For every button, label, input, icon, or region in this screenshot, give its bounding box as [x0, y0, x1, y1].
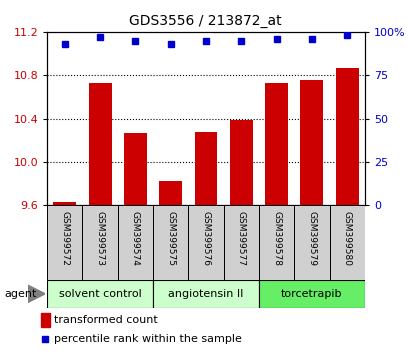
Text: percentile rank within the sample: percentile rank within the sample: [54, 334, 241, 344]
Bar: [88, 83, 111, 205]
Bar: [82, 205, 117, 280]
Bar: [329, 205, 364, 280]
Bar: [300, 80, 323, 205]
Bar: [47, 205, 82, 280]
Text: GSM399579: GSM399579: [307, 211, 316, 266]
Text: GSM399572: GSM399572: [60, 211, 69, 266]
Text: GSM399575: GSM399575: [166, 211, 175, 266]
Bar: [188, 205, 223, 280]
Text: solvent control: solvent control: [58, 289, 141, 299]
Bar: [294, 205, 329, 280]
Text: angiotensin II: angiotensin II: [168, 289, 243, 299]
Bar: [40, 313, 49, 327]
Text: GSM399578: GSM399578: [272, 211, 281, 266]
Bar: [153, 205, 188, 280]
Bar: [223, 205, 258, 280]
Bar: [53, 202, 76, 205]
Bar: [117, 205, 153, 280]
Bar: [258, 205, 294, 280]
Bar: [159, 182, 182, 205]
Text: GSM399574: GSM399574: [130, 211, 139, 266]
Text: GDS3556 / 213872_at: GDS3556 / 213872_at: [128, 14, 281, 28]
Bar: [265, 83, 288, 205]
Bar: [229, 120, 252, 205]
Text: agent: agent: [4, 289, 36, 299]
Bar: [153, 280, 258, 308]
Text: GSM399573: GSM399573: [95, 211, 104, 266]
Text: transformed count: transformed count: [54, 315, 157, 325]
Bar: [47, 280, 153, 308]
Bar: [194, 132, 217, 205]
Text: torcetrapib: torcetrapib: [281, 289, 342, 299]
Text: GSM399576: GSM399576: [201, 211, 210, 266]
Polygon shape: [28, 285, 45, 302]
Text: GSM399580: GSM399580: [342, 211, 351, 266]
Text: GSM399577: GSM399577: [236, 211, 245, 266]
Bar: [124, 133, 146, 205]
Bar: [258, 280, 364, 308]
Bar: [335, 68, 358, 205]
